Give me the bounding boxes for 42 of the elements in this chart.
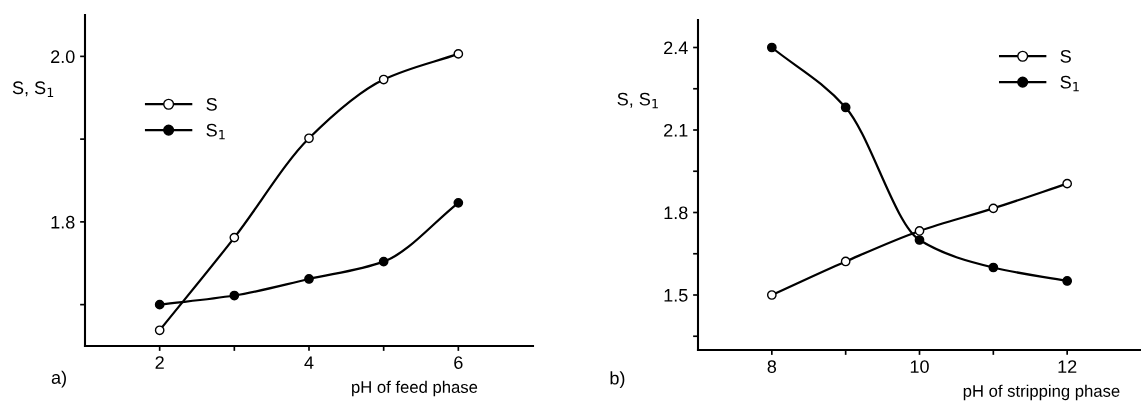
text: b) [610, 371, 625, 389]
point [304, 133, 314, 144]
text: a) [51, 370, 66, 388]
point [1062, 276, 1073, 286]
x-axis-title: pH of stripping phase [963, 384, 1120, 401]
point [154, 325, 165, 336]
legend-label: S$_{1}$ [206, 123, 225, 140]
y-axis-title: S, S$_{1}$ [12, 81, 54, 97]
x-tick-label: 8 [767, 360, 777, 373]
y-tick-label: 1.8 [664, 206, 688, 220]
point [988, 203, 999, 214]
y-tick-label: 1.8 [51, 215, 75, 229]
x-tick-label: 10 [910, 360, 929, 373]
point [229, 232, 240, 243]
legend-label: S [206, 97, 217, 111]
legend-label: S [1060, 49, 1071, 63]
x-tick-label: 6 [454, 356, 463, 369]
x-tick-label: 2 [155, 356, 164, 369]
x-tick-label: 4 [304, 356, 314, 369]
x-tick-label: 12 [1058, 360, 1077, 373]
point [840, 256, 851, 267]
point [1062, 178, 1073, 189]
point [453, 49, 464, 59]
y-tick-label: 2.4 [664, 41, 688, 55]
y-tick-label: 1.5 [664, 289, 688, 302]
legend-label: S$_{1}$ [1060, 75, 1079, 92]
y-tick-label: 2.0 [51, 50, 75, 64]
point [453, 197, 464, 208]
point [154, 299, 165, 310]
point [378, 256, 389, 267]
y-tick-label: 2.1 [664, 123, 688, 137]
point [914, 235, 925, 245]
y-axis-title: S, S$_{1}$ [617, 92, 658, 109]
point [914, 226, 925, 236]
point [304, 274, 314, 284]
point [378, 74, 389, 85]
point [229, 290, 240, 301]
point [988, 262, 999, 273]
point [840, 102, 851, 113]
point [766, 290, 777, 300]
point [766, 42, 777, 53]
x-axis-title: pH of feed phase [352, 380, 478, 397]
